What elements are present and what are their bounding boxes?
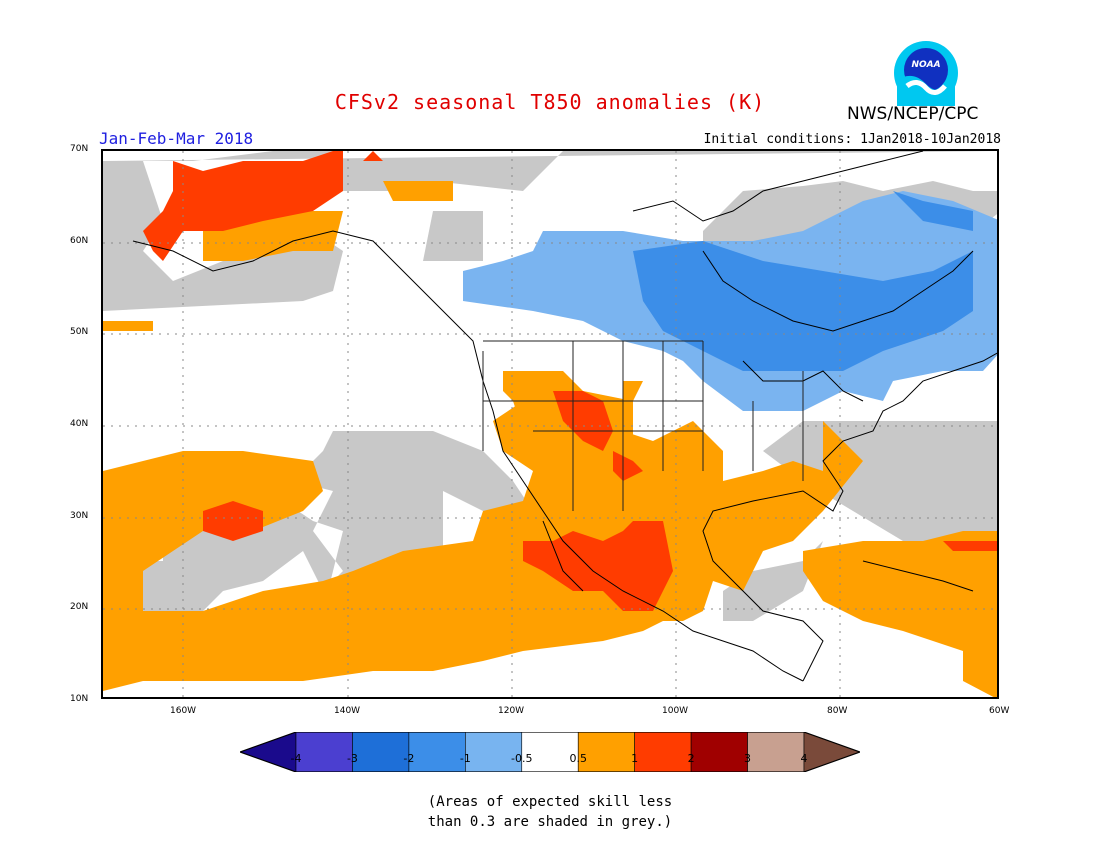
colorbar-segment <box>295 732 353 772</box>
coastlines <box>132 151 997 682</box>
lon-label: 160W <box>170 706 197 716</box>
agency-label: NWS/NCEP/CPC <box>847 104 979 124</box>
colorbar-tick-label: 2 <box>687 752 695 765</box>
lon-label: 60W <box>989 706 1010 716</box>
map-canvas <box>103 151 997 697</box>
colorbar-tick-label: -0.5 <box>511 752 533 765</box>
colorbar-segment <box>577 732 635 772</box>
lat-label: 10N <box>70 694 89 704</box>
lat-label: 60N <box>70 236 89 246</box>
colorbar-tick-label: 1 <box>631 752 639 765</box>
lon-label: 100W <box>662 706 689 716</box>
skill-note-line: than 0.3 are shaded in grey.) <box>427 814 673 830</box>
lat-label: 50N <box>70 327 89 337</box>
colorbar-segment <box>408 732 466 772</box>
lat-label: 30N <box>70 511 89 521</box>
lon-label: 120W <box>498 706 525 716</box>
colorbar-tick-label: -4 <box>290 752 302 765</box>
forecast-period: Jan-Feb-Mar 2018 <box>99 129 254 148</box>
colorbar-tick-label: -1 <box>459 752 471 765</box>
initial-conditions: Initial conditions: 1Jan2018-10Jan2018 <box>703 132 1001 147</box>
graticule <box>103 151 997 697</box>
lon-label: 80W <box>827 706 848 716</box>
colorbar-segment <box>521 732 579 772</box>
red-orange-regions <box>143 151 997 611</box>
colorbar-tick-label: -2 <box>403 752 415 765</box>
colorbar-tick-label: -3 <box>346 752 358 765</box>
colorbar-tick-label: 4 <box>800 752 808 765</box>
colorbar-segment <box>634 732 692 772</box>
colorbar-segment <box>690 732 748 772</box>
lat-label: 20N <box>70 602 89 612</box>
skill-note-line: (Areas of expected skill less <box>427 794 673 810</box>
lon-label: 140W <box>334 706 361 716</box>
colorbar-segment <box>747 732 805 772</box>
colorbar-tick-label: 3 <box>744 752 752 765</box>
blue-regions <box>633 191 973 371</box>
colorbar-segment <box>803 732 860 772</box>
colorbar-segment <box>352 732 410 772</box>
lat-label: 70N <box>70 144 89 154</box>
colorbar-tick-label: 0.5 <box>569 752 587 765</box>
anomaly-map <box>101 149 999 699</box>
color-scale-bar <box>240 732 860 772</box>
skill-note: (Areas of expected skill less than 0.3 a… <box>0 792 1100 832</box>
map-title: CFSv2 seasonal T850 anomalies (K) <box>334 90 766 114</box>
logo-text: NOAA <box>911 60 940 70</box>
lat-label: 40N <box>70 419 89 429</box>
noaa-logo-icon: NOAA <box>894 41 958 106</box>
